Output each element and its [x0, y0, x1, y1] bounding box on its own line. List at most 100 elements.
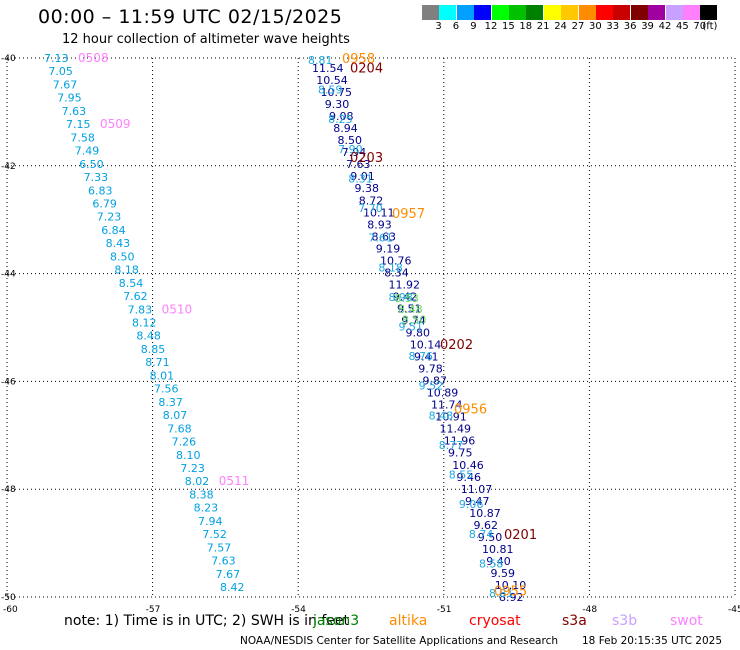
left-track-swh-value: 6.83 [88, 184, 113, 197]
satellite-legend-altika: altika [389, 613, 428, 629]
right-track-swh-value: 11.74 [431, 399, 463, 412]
right-track-swh-value: 8.81 [489, 587, 514, 600]
right-track-swh-value: 8.63 [372, 230, 397, 243]
right-track-swh-value: 8.50 [338, 134, 363, 147]
right-track-swh-value: 10.75 [321, 86, 353, 99]
left-track-swh-value: 7.33 [84, 171, 109, 184]
right-track-swh-value: 9.80 [406, 327, 431, 340]
right-track-swh-value: 8.98 [388, 291, 413, 304]
right-track-swh-value: 9.01 [350, 170, 375, 183]
right-track-time-label: 0955 [494, 584, 527, 599]
colorbar-swatch [561, 5, 579, 20]
satellite-legend-s3b: s3b [612, 613, 638, 629]
colorbar-label: (ft) [702, 21, 718, 32]
y-tick-label: -50 [1, 593, 16, 603]
right-track-time-label: 0201 [504, 528, 537, 543]
left-track-swh-value: 7.56 [154, 383, 179, 396]
left-track-swh-value: 7.52 [202, 528, 227, 541]
right-track-swh-value: 11.49 [440, 423, 472, 436]
right-track-swh-value: 8.50 [402, 313, 427, 326]
x-tick-label: -57 [146, 605, 161, 615]
right-track-swh-value: 11.07 [461, 483, 493, 496]
left-satellite-track: 7.137.057.677.957.637.157.587.496.507.33… [44, 51, 249, 594]
colorbar-label: 12 [484, 21, 498, 32]
left-track-swh-value: 7.23 [97, 211, 122, 224]
left-track-swh-value: 8.43 [106, 237, 131, 250]
right-track-swh-value: 8.76 [409, 350, 434, 363]
colorbar-label: 42 [658, 21, 672, 32]
right-track-swh-value: 7.70 [358, 202, 383, 215]
left-track-swh-value: 6.84 [101, 224, 126, 237]
left-track-swh-value: 7.94 [198, 515, 223, 528]
right-track-swh-value: 9.40 [486, 555, 511, 568]
right-track-time-label: 0957 [392, 207, 425, 222]
right-track-swh-value: 8.18 [378, 261, 403, 274]
right-track-swh-value: 9.62 [474, 519, 499, 532]
right-track-swh-value: 9.19 [376, 242, 401, 255]
right-track-swh-value: 10.81 [482, 543, 514, 556]
right-track-swh-value: 10.76 [380, 254, 412, 267]
colorbar-swatch [526, 5, 544, 20]
left-track-swh-value: 8.85 [141, 343, 166, 356]
right-track-swh-value: 9.78 [418, 363, 443, 376]
y-tick-label: -40 [1, 54, 16, 64]
right-track-time-label: 0958 [342, 52, 375, 67]
colorbar-label: 3 [435, 21, 442, 32]
satellite-legend-s3a: s3a [562, 613, 587, 629]
left-track-swh-value: 6.79 [92, 197, 117, 210]
left-track-swh-value: 7.58 [70, 131, 95, 144]
right-track-swh-value: 9.74 [401, 314, 426, 327]
colorbar-label: 6 [452, 21, 460, 32]
right-track-swh-value: 8.31 [348, 172, 373, 185]
colorbar-swatch [665, 5, 683, 20]
left-track-swh-value: 7.05 [48, 65, 73, 78]
right-track-swh-value: 11.96 [444, 435, 476, 448]
colorbar-label: 33 [606, 21, 620, 32]
right-track-swh-value: 9.50 [478, 531, 503, 544]
x-tick-label: -60 [3, 605, 18, 615]
right-satellite-track: 11.5410.5410.759.309.088.948.507.947.639… [308, 52, 537, 604]
left-track-swh-value: 8.02 [185, 475, 210, 488]
left-track-time-label: 0510 [162, 302, 193, 316]
colorbar-label: 36 [623, 21, 637, 32]
right-track-swh-value: 9.52 [419, 380, 444, 393]
page-subtitle: 12 hour collection of altimeter wave hei… [62, 32, 350, 47]
right-track-swh-value: 10.91 [435, 411, 467, 424]
left-track-swh-value: 8.12 [132, 317, 157, 330]
left-track-swh-value: 7.62 [123, 290, 148, 303]
colorbar-label: 15 [502, 21, 515, 32]
right-track-swh-value: 8.72 [359, 194, 384, 207]
right-track-swh-value: 9.42 [393, 290, 418, 303]
colorbar-label: 30 [589, 21, 602, 32]
right-track-swh-value: 9.59 [491, 567, 516, 580]
colorbar-label: 21 [536, 21, 550, 32]
colorbar-swatch [683, 5, 700, 20]
right-track-swh-value: 9.75 [448, 447, 473, 460]
right-track-swh-value: 10.46 [452, 459, 484, 472]
left-track-swh-value: 8.10 [176, 449, 201, 462]
colorbar-label: 45 [676, 21, 689, 32]
x-tick-label: -51 [437, 605, 452, 615]
left-track-swh-value: 6.50 [79, 158, 104, 171]
right-track-swh-value: 8.34 [384, 266, 409, 279]
left-track-time-label: 0509 [100, 117, 131, 131]
right-track-swh-value: 7.94 [342, 146, 367, 159]
left-track-swh-value: 7.57 [207, 541, 232, 554]
satellite-legend-swot: swot [670, 613, 703, 629]
right-track-swh-value: 8.74 [469, 528, 494, 541]
colorbar-swatch [439, 5, 457, 20]
right-track-time-label: 0203 [350, 151, 383, 166]
right-track-swh-value: 8.25 [328, 113, 353, 126]
x-tick-label: -48 [582, 605, 597, 615]
right-track-swh-value: 7.63 [346, 158, 371, 171]
left-track-swh-value: 7.49 [75, 145, 100, 158]
right-track-swh-value: 9.30 [325, 98, 350, 111]
left-track-swh-value: 7.68 [167, 422, 192, 435]
left-track-swh-value: 8.38 [189, 488, 214, 501]
colorbar-label: 27 [571, 21, 585, 32]
right-track-time-label: 0202 [440, 338, 473, 353]
left-track-swh-value: 7.15 [66, 118, 91, 131]
left-track-swh-value: 8.50 [110, 250, 135, 263]
